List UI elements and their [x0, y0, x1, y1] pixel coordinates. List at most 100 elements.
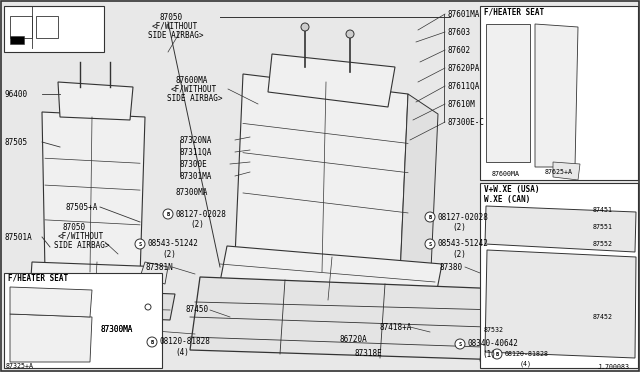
Polygon shape: [20, 288, 175, 320]
Text: 87301MA: 87301MA: [180, 171, 212, 180]
Circle shape: [135, 239, 145, 249]
Circle shape: [301, 23, 309, 31]
Text: (2): (2): [162, 250, 176, 259]
Circle shape: [147, 337, 157, 347]
Text: 08120-81828: 08120-81828: [505, 351, 549, 357]
Text: 87505: 87505: [4, 138, 27, 147]
Circle shape: [455, 339, 465, 349]
Text: S: S: [428, 241, 431, 247]
Text: 87300E: 87300E: [180, 160, 208, 169]
Text: 87300E-C: 87300E-C: [448, 118, 485, 126]
Polygon shape: [553, 162, 580, 180]
Text: SIDE AIRBAG>: SIDE AIRBAG>: [54, 241, 109, 250]
Text: 87501A: 87501A: [4, 232, 32, 241]
Text: B: B: [166, 212, 170, 217]
Bar: [210, 335, 265, 347]
Text: SIDE AIRBAG>: SIDE AIRBAG>: [148, 31, 204, 39]
Text: 86720A: 86720A: [340, 336, 368, 344]
Bar: [10, 16, 32, 38]
Polygon shape: [400, 94, 438, 292]
Text: 87381N: 87381N: [145, 263, 173, 272]
Text: 87600MA: 87600MA: [492, 171, 520, 177]
Polygon shape: [485, 250, 636, 358]
Text: 08120-81828: 08120-81828: [160, 337, 211, 346]
Text: <F/WITHOUT: <F/WITHOUT: [58, 231, 104, 241]
Polygon shape: [220, 246, 442, 300]
Text: 08127-02028: 08127-02028: [438, 212, 489, 221]
Text: S: S: [458, 341, 461, 346]
Polygon shape: [140, 262, 168, 284]
Text: F/HEATER SEAT: F/HEATER SEAT: [8, 273, 68, 282]
Bar: [10, 36, 24, 44]
Text: 87600MA: 87600MA: [175, 76, 207, 84]
Polygon shape: [190, 277, 580, 362]
Text: 87625+A: 87625+A: [545, 169, 573, 175]
Text: W.XE (CAN): W.XE (CAN): [484, 195, 531, 203]
Text: 87450: 87450: [185, 305, 208, 314]
Text: 87610M: 87610M: [448, 99, 476, 109]
Text: (1): (1): [482, 350, 496, 359]
Text: B: B: [150, 340, 154, 344]
Text: 87532: 87532: [484, 327, 504, 333]
Bar: [500, 347, 565, 359]
Circle shape: [425, 239, 435, 249]
Text: F/HEATER SEAT: F/HEATER SEAT: [484, 7, 544, 16]
Text: B: B: [495, 352, 499, 356]
Text: B: B: [428, 215, 431, 219]
Text: (2): (2): [190, 219, 204, 228]
Text: (2): (2): [452, 250, 466, 259]
Circle shape: [145, 304, 151, 310]
Polygon shape: [10, 287, 92, 317]
Bar: [480, 6, 638, 180]
Text: 87601MA: 87601MA: [448, 10, 481, 19]
Text: 96400: 96400: [4, 90, 27, 99]
Text: SIDE AIRBAG>: SIDE AIRBAG>: [167, 93, 223, 103]
Polygon shape: [235, 74, 408, 277]
Text: 87325+A: 87325+A: [6, 363, 34, 369]
Bar: [480, 183, 638, 368]
Text: 87552: 87552: [593, 241, 613, 247]
Text: 87602: 87602: [448, 45, 471, 55]
Polygon shape: [30, 262, 165, 297]
Bar: [4, 273, 162, 368]
Bar: [4, 6, 104, 52]
Text: 87451: 87451: [593, 207, 613, 213]
Text: (4): (4): [520, 361, 532, 367]
Circle shape: [492, 349, 502, 359]
Bar: [36, 16, 58, 38]
Text: J.700083: J.700083: [598, 364, 630, 370]
Text: 87320NA: 87320NA: [180, 135, 212, 144]
Text: 87620PA: 87620PA: [448, 64, 481, 73]
Polygon shape: [486, 24, 530, 162]
Text: 08543-51242: 08543-51242: [148, 240, 199, 248]
Text: 87380: 87380: [440, 263, 463, 272]
Text: S: S: [138, 241, 141, 247]
Text: 08543-51242: 08543-51242: [438, 240, 489, 248]
Polygon shape: [58, 82, 133, 120]
Text: <F/WITHOUT: <F/WITHOUT: [152, 22, 198, 31]
Text: <F/WITHOUT: <F/WITHOUT: [171, 84, 217, 93]
Text: (2): (2): [452, 222, 466, 231]
Text: 87318E: 87318E: [355, 350, 383, 359]
Circle shape: [346, 30, 354, 38]
Bar: [300, 340, 375, 352]
Text: 87300MA: 87300MA: [100, 326, 132, 334]
Text: 87300MA: 87300MA: [175, 187, 207, 196]
Circle shape: [163, 209, 173, 219]
Text: 08340-40642: 08340-40642: [468, 340, 519, 349]
Text: 87050: 87050: [62, 222, 85, 231]
Text: (4): (4): [175, 347, 189, 356]
Text: 87418+A: 87418+A: [380, 323, 412, 331]
Polygon shape: [10, 314, 92, 362]
Polygon shape: [485, 206, 636, 252]
Polygon shape: [535, 24, 578, 167]
Text: 87505+A: 87505+A: [65, 202, 97, 212]
Text: 87300MA: 87300MA: [100, 326, 132, 334]
Text: 87603: 87603: [448, 28, 471, 36]
Text: 87611QA: 87611QA: [448, 81, 481, 90]
Circle shape: [425, 212, 435, 222]
Text: 08127-02028: 08127-02028: [176, 209, 227, 218]
Polygon shape: [42, 112, 145, 277]
Text: 87452: 87452: [593, 314, 613, 320]
Text: 87551: 87551: [593, 224, 613, 230]
